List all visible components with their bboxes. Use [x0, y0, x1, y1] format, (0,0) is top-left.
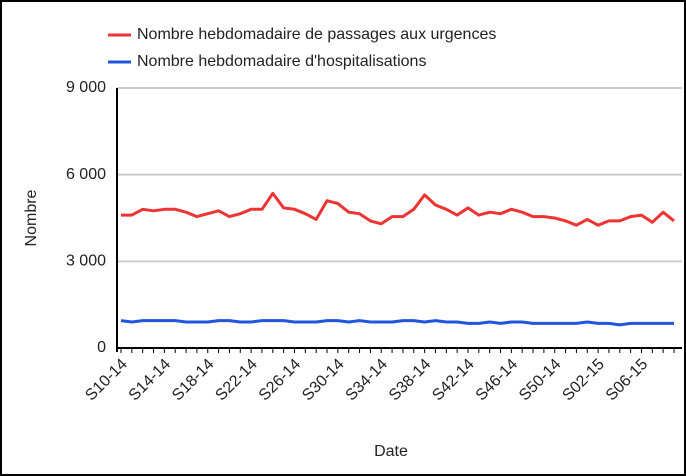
- y-tick-label: 3 000: [66, 253, 106, 270]
- y-tick-label: 9 000: [66, 79, 106, 96]
- x-axis-title: Date: [374, 443, 408, 460]
- series-line: [121, 191, 675, 227]
- y-tick-label: 6 000: [66, 166, 106, 183]
- legend-label: Nombre hebdomadaire de passages aux urge…: [137, 26, 496, 43]
- legend-label: Nombre hebdomadaire d'hospitalisations: [137, 53, 426, 70]
- y-tick-label: 0: [97, 339, 106, 356]
- series-line: [120, 319, 674, 327]
- y-axis-title: Nombre: [23, 189, 40, 246]
